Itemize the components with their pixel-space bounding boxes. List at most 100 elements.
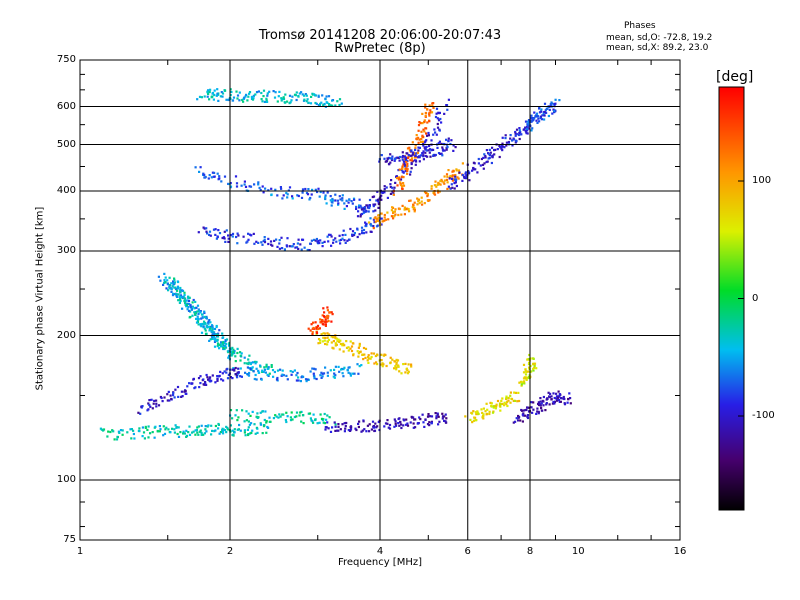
data-point — [259, 422, 262, 425]
data-point — [447, 137, 450, 140]
data-point — [530, 114, 533, 117]
data-point — [441, 180, 444, 183]
data-point — [273, 96, 277, 99]
data-point — [274, 91, 277, 94]
data-point — [357, 425, 360, 429]
data-point — [403, 213, 406, 216]
data-point — [321, 419, 324, 422]
data-point — [428, 424, 431, 427]
data-point — [203, 173, 206, 176]
colorbar-segment — [719, 144, 744, 146]
data-point — [484, 156, 487, 159]
data-point — [258, 186, 261, 189]
data-point — [394, 213, 397, 216]
colorbar-segment — [719, 201, 744, 203]
data-point — [361, 429, 364, 432]
data-point — [322, 372, 326, 375]
data-point — [436, 126, 440, 129]
colorbar-segment — [719, 236, 744, 238]
data-point — [347, 429, 350, 432]
data-point — [535, 119, 538, 122]
data-point — [532, 362, 535, 365]
data-point — [288, 186, 292, 189]
colorbar-segment — [719, 254, 744, 256]
colorbar-segment — [719, 363, 744, 365]
colorbar-segment — [719, 376, 744, 378]
colorbar-segment — [719, 339, 744, 341]
data-point — [393, 418, 396, 421]
data-point — [138, 427, 141, 430]
data-point — [514, 141, 517, 144]
data-point — [397, 417, 400, 421]
colorbar-segment — [719, 97, 744, 99]
data-point — [278, 242, 281, 245]
colorbar-segment — [719, 298, 744, 300]
data-point — [311, 367, 314, 370]
data-point — [446, 108, 449, 111]
data-point — [357, 346, 360, 349]
data-point — [377, 420, 380, 424]
colorbar-segment — [719, 215, 744, 217]
colorbar-segment — [719, 171, 744, 173]
data-point — [319, 413, 322, 416]
data-point — [395, 363, 398, 366]
data-point — [194, 300, 197, 303]
data-point — [383, 188, 386, 191]
colorbar-segment — [719, 425, 744, 427]
data-point — [314, 368, 317, 371]
data-point — [397, 169, 400, 172]
colorbar-segment — [719, 379, 744, 381]
data-point — [217, 422, 220, 426]
data-point — [290, 411, 293, 414]
data-point — [113, 438, 116, 441]
data-point — [445, 417, 448, 420]
data-point — [276, 369, 280, 372]
data-point — [205, 230, 208, 233]
data-point — [324, 332, 327, 335]
data-point — [472, 166, 475, 170]
data-point — [424, 151, 427, 154]
data-point — [337, 338, 340, 341]
colorbar-segment — [719, 205, 744, 207]
data-point — [523, 382, 526, 385]
data-point — [180, 390, 183, 393]
data-point — [211, 91, 215, 95]
data-point — [401, 158, 404, 161]
data-point — [395, 366, 398, 369]
data-point — [389, 183, 392, 186]
colorbar-segment — [719, 493, 744, 495]
data-point — [405, 418, 408, 421]
colorbar-segment — [719, 347, 744, 349]
data-point — [333, 376, 336, 379]
data-point — [315, 326, 319, 329]
data-point — [509, 391, 512, 394]
data-point — [273, 370, 276, 374]
data-point — [199, 382, 202, 385]
data-point — [170, 290, 173, 293]
data-point — [340, 368, 343, 371]
colorbar-segment — [719, 113, 744, 115]
data-point — [334, 237, 337, 240]
data-point — [557, 398, 560, 402]
data-point — [426, 423, 430, 426]
data-point — [304, 378, 308, 381]
data-point — [218, 374, 221, 377]
data-point — [453, 182, 456, 185]
colorbar-segment — [719, 358, 744, 360]
data-point — [399, 421, 402, 424]
data-point — [229, 88, 232, 91]
data-point — [281, 197, 284, 200]
data-point — [279, 415, 282, 418]
data-point — [206, 95, 209, 98]
data-point — [474, 168, 477, 171]
data-point — [297, 194, 300, 198]
colorbar-segment — [719, 352, 744, 354]
data-point — [501, 136, 504, 139]
data-point — [158, 430, 161, 433]
data-point — [227, 373, 230, 377]
data-point — [202, 433, 205, 436]
data-point — [413, 201, 416, 204]
data-point — [236, 376, 239, 379]
data-point — [537, 401, 540, 404]
data-point — [408, 199, 411, 202]
